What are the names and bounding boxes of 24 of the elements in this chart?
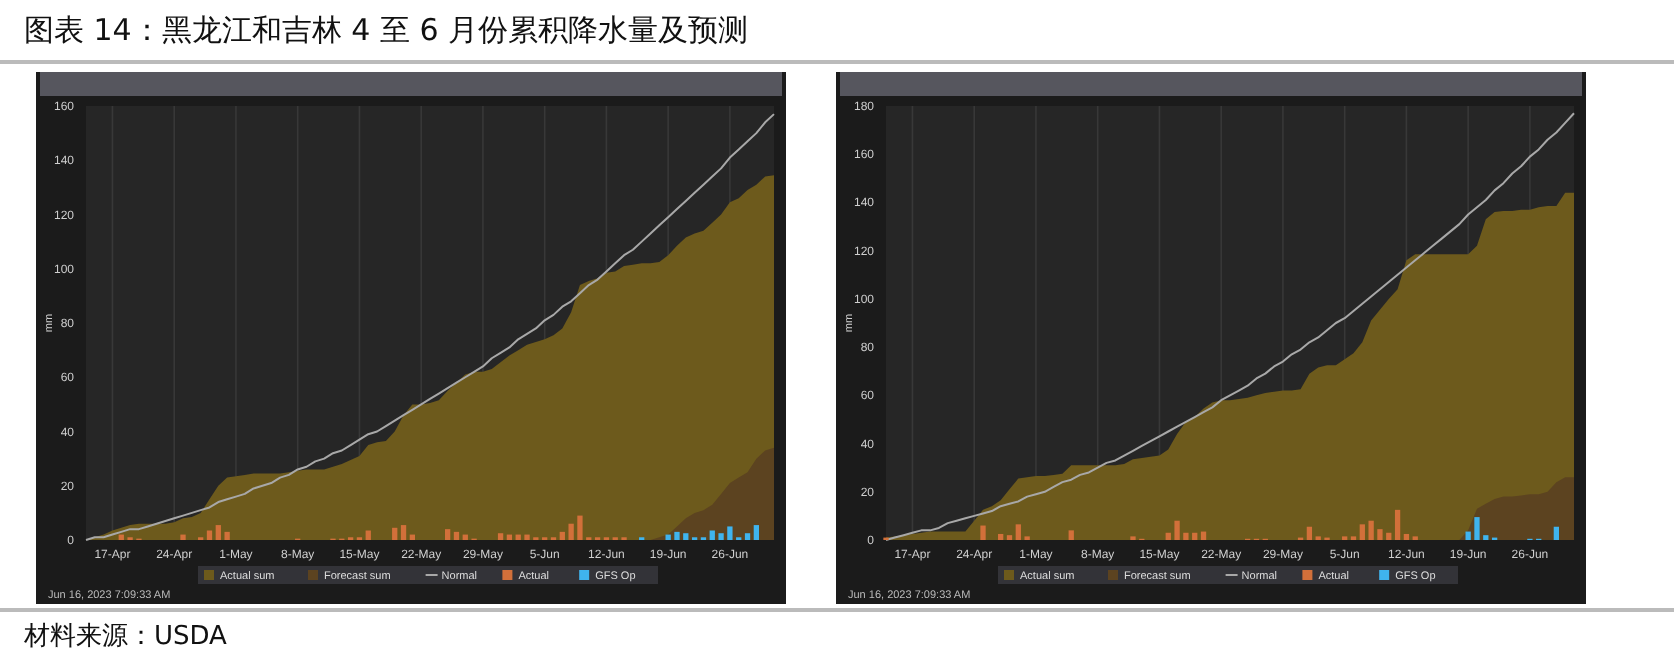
line-series bbox=[885, 112, 1575, 541]
bar bbox=[497, 533, 504, 540]
bar bbox=[1403, 533, 1410, 540]
bar bbox=[674, 531, 680, 540]
bar bbox=[753, 525, 759, 540]
bar bbox=[444, 529, 451, 540]
chart-title: 图表 14：黑龙江和吉林 4 至 6 月份累积降水量及预测 bbox=[24, 12, 749, 48]
bar bbox=[453, 531, 460, 540]
bar bbox=[400, 525, 407, 540]
bar bbox=[744, 533, 751, 540]
bar bbox=[1553, 526, 1559, 540]
bar bbox=[180, 534, 186, 540]
bar bbox=[365, 530, 371, 540]
bar bbox=[1068, 530, 1074, 540]
bar bbox=[224, 531, 230, 540]
text: 材料来源：USDA bbox=[22, 622, 228, 652]
bar bbox=[524, 534, 530, 540]
bar bbox=[998, 533, 1004, 540]
bar bbox=[1474, 517, 1480, 540]
bar bbox=[1394, 509, 1401, 540]
bar bbox=[980, 525, 986, 540]
bar bbox=[206, 530, 213, 540]
bar bbox=[392, 527, 398, 540]
bar bbox=[1306, 526, 1313, 540]
